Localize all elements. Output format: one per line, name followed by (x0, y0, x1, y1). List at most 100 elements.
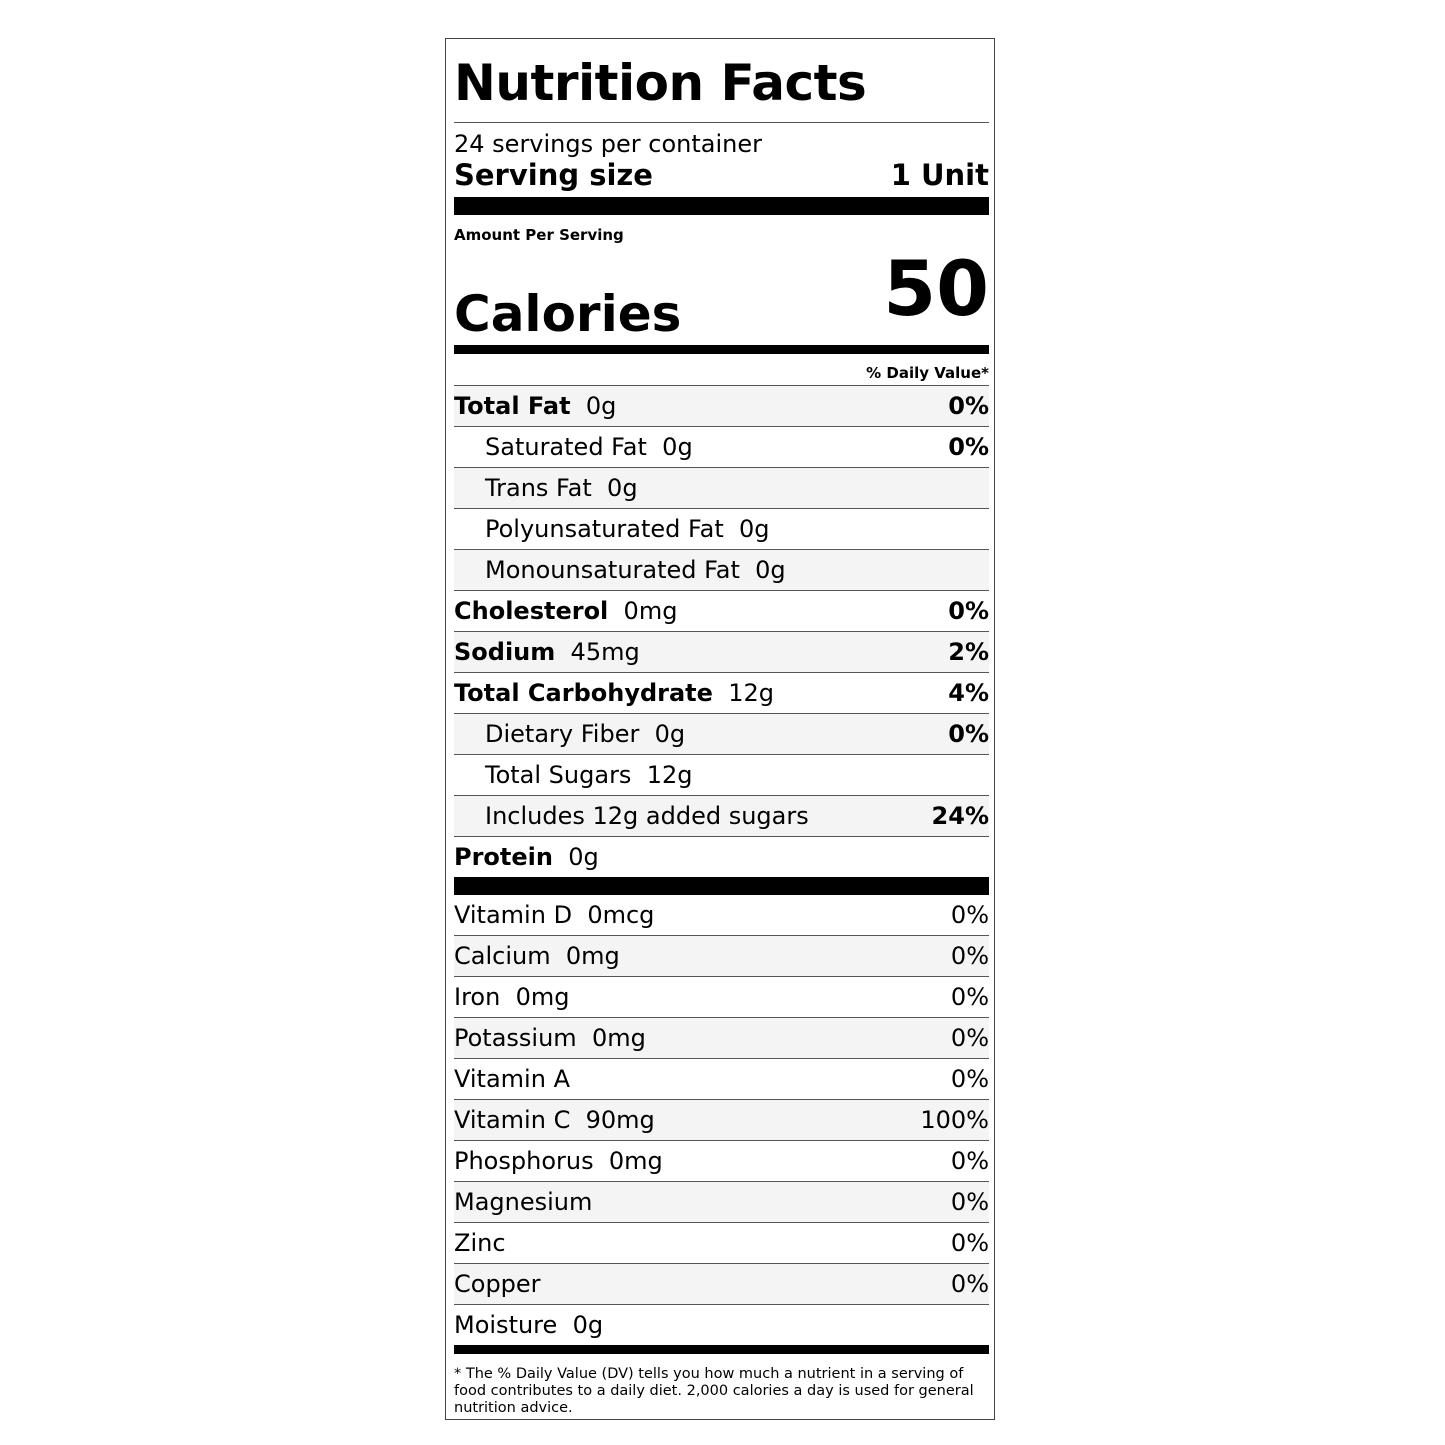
micronutrient-name: Magnesium (454, 1188, 593, 1216)
nutrient-name: Total Fat (454, 392, 571, 420)
label-title: Nutrition Facts (454, 54, 867, 112)
micronutrient-name: Vitamin D (454, 901, 573, 929)
micronutrient-amount: 0mg (591, 1024, 646, 1052)
calories: Calories 50 (454, 244, 989, 344)
micronutrient-label: Vitamin A (454, 1065, 570, 1093)
nutrient-amount: 45mg (570, 638, 640, 666)
nutrient-name: Total Carbohydrate (454, 679, 713, 707)
micronutrient-daily-value: 0% (950, 983, 989, 1011)
micronutrient-label: Copper (454, 1270, 541, 1298)
nutrient-daily-value: 0% (948, 433, 989, 461)
micronutrient-row: Vitamin A 0% (454, 1059, 989, 1100)
nutrient-label: Includes 12g added sugars (454, 802, 809, 830)
nutrient-label: Total Sugars 12g (454, 761, 692, 789)
micronutrient-daily-value: 0% (950, 1024, 989, 1052)
nutrient-table: Total Fat 0g 0% Saturated Fat 0g 0% Trans Fa… (454, 385, 989, 1417)
nutrient-label: Total Carbohydrate 12g (454, 679, 774, 707)
medium-divider (454, 345, 989, 354)
amount-per-serving: Amount Per Serving (454, 226, 624, 244)
micronutrient-daily-value: 0% (950, 1065, 989, 1093)
nutrient-amount: 0g (607, 474, 638, 502)
micronutrient-name: Moisture (454, 1311, 558, 1339)
nutrient-row: Includes 12g added sugars 24% (454, 795, 989, 836)
nutrient-amount: 0g (654, 720, 686, 748)
divider (454, 122, 989, 123)
nutrient-row: Total Carbohydrate 12g 4% (454, 672, 989, 713)
nutrient-name: Total Sugars (485, 761, 632, 789)
nutrient-row: Polyunsaturated Fat 0g (454, 508, 989, 549)
micronutrient-label: Zinc (454, 1229, 506, 1257)
micronutrient-row: Vitamin C 90mg 100% (454, 1100, 989, 1141)
micronutrient-label: Potassium 0mg (454, 1024, 646, 1052)
nutrient-daily-value: 0% (948, 597, 989, 625)
micronutrient-label: Calcium 0mg (454, 942, 620, 970)
daily-value-header: % Daily Value* (866, 364, 989, 382)
micronutrient-name: Vitamin A (454, 1065, 570, 1093)
micronutrient-name: Potassium (454, 1024, 577, 1052)
micronutrient-row: Phosphorus 0mg 0% (454, 1141, 989, 1182)
micronutrient-daily-value: 100% (920, 1106, 989, 1134)
micronutrient-amount: 0g (572, 1311, 604, 1339)
nutrient-amount: 0g (568, 843, 599, 871)
micronutrient-row: Moisture 0g (454, 1305, 989, 1345)
nutrient-row: Total Sugars 12g (454, 754, 989, 795)
nutrient-label: Sodium 45mg (454, 638, 640, 666)
micronutrient-daily-value: 0% (950, 1147, 989, 1175)
micronutrient-row: Zinc 0% (454, 1223, 989, 1264)
micronutrient-daily-value: 0% (950, 1270, 989, 1298)
nutrient-label: Saturated Fat 0g (454, 433, 693, 461)
micronutrient-amount: 0mg (608, 1147, 663, 1175)
nutrient-row: Sodium 45mg 2% (454, 631, 989, 672)
nutrient-label: Dietary Fiber 0g (454, 720, 685, 748)
nutrient-daily-value: 2% (948, 638, 989, 666)
servings-per-container: 24 servings per container (454, 130, 762, 158)
serving-size-value: 1 Unit (890, 158, 989, 192)
micronutrient-amount: 0mg (515, 983, 570, 1011)
micronutrient-daily-value: 0% (950, 1188, 989, 1216)
nutrient-row: Dietary Fiber 0g 0% (454, 713, 989, 754)
nutrient-name: Dietary Fiber (485, 720, 640, 748)
nutrient-label: Cholesterol 0mg (454, 597, 677, 625)
micronutrient-label: Iron 0mg (454, 983, 569, 1011)
micronutrient-label: Moisture 0g (454, 1311, 603, 1339)
micronutrient-row: Magnesium 0% (454, 1182, 989, 1223)
nutrient-amount: 0g (739, 515, 770, 543)
micronutrient-daily-value: 0% (950, 1229, 989, 1257)
nutrient-label: Total Fat 0g (454, 392, 616, 420)
nutrient-label: Protein 0g (454, 843, 599, 871)
nutrient-row: Cholesterol 0mg 0% (454, 590, 989, 631)
micronutrient-label: Magnesium (454, 1188, 592, 1216)
micronutrient-row: Iron 0mg 0% (454, 977, 989, 1018)
nutrient-label: Polyunsaturated Fat 0g (454, 515, 770, 543)
micronutrient-daily-value: 0% (950, 942, 989, 970)
nutrient-amount: 0g (662, 433, 693, 461)
nutrient-amount: 12g (646, 761, 693, 789)
micronutrient-amount: 0mg (565, 942, 620, 970)
nutrient-daily-value: 0% (948, 720, 989, 748)
calories-label: Calories (454, 285, 682, 343)
nutrient-name: Monounsaturated Fat (485, 556, 740, 584)
micronutrient-name: Vitamin C (454, 1106, 571, 1134)
nutrient-amount: 0g (755, 556, 786, 584)
nutrient-daily-value: 24% (931, 802, 989, 830)
thick-divider (454, 197, 989, 215)
micronutrient-label: Phosphorus 0mg (454, 1147, 663, 1175)
serving-size-label: Serving size (454, 158, 653, 192)
nutrient-name: Cholesterol (454, 597, 609, 625)
nutrition-facts-label: Nutrition Facts 24 servings per containe… (445, 38, 995, 1420)
medium-divider (454, 1345, 989, 1354)
nutrient-name: Saturated Fat (485, 433, 647, 461)
nutrient-name: Includes 12g added sugars (485, 802, 809, 830)
nutrient-amount: 0g (585, 392, 617, 420)
nutrient-row: Saturated Fat 0g 0% (454, 426, 989, 467)
nutrient-row: Protein 0g (454, 836, 989, 877)
micronutrient-label: Vitamin C 90mg (454, 1106, 655, 1134)
nutrient-row: Monounsaturated Fat 0g (454, 549, 989, 590)
nutrient-label: Trans Fat 0g (454, 474, 638, 502)
nutrient-name: Sodium (454, 638, 556, 666)
micronutrient-name: Copper (454, 1270, 541, 1298)
micronutrient-name: Iron (454, 983, 501, 1011)
micronutrient-name: Zinc (454, 1229, 506, 1257)
micronutrient-name: Phosphorus (454, 1147, 594, 1175)
nutrient-name: Polyunsaturated Fat (485, 515, 724, 543)
